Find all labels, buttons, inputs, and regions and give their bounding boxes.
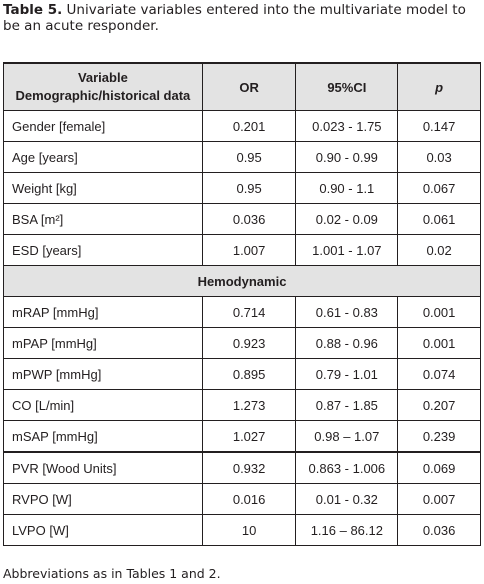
table-body: Gender [female] 0.201 0.023 - 1.75 0.147 Age…: [3, 110, 481, 546]
table-cell: 1.273: [201, 389, 297, 421]
table-row: BSA [m²] 0.036 0.02 - 0.09 0.061: [3, 203, 481, 235]
table-cell: 0.87 - 1.85: [295, 389, 399, 421]
table-cell: 0.02: [397, 234, 481, 266]
table-row: mPWP [mmHg] 0.895 0.79 - 1.01 0.074: [3, 358, 481, 390]
table-row: Gender [female] 0.201 0.023 - 1.75 0.147: [3, 110, 481, 142]
table-cell: 0.95: [201, 172, 297, 204]
table-cell: mPAP [mmHg]: [3, 327, 203, 359]
table-cell: mSAP [mmHg]: [3, 420, 203, 453]
caption: Table 5. Univariate variables entered in…: [3, 2, 481, 34]
table-cell: LVPO [W]: [3, 514, 203, 546]
table-cell: 0.90 - 1.1: [295, 172, 399, 204]
table-cell: 0.069: [397, 451, 481, 484]
table-row: ESD [years] 1.007 1.001 - 1.07 0.02: [3, 234, 481, 266]
table-cell: 1.007: [201, 234, 297, 266]
table-cell: 0.61 - 0.83: [295, 296, 399, 328]
table-cell: 0.147: [397, 110, 481, 142]
section-row: Hemodynamic: [3, 265, 481, 297]
table-cell: 0.863 - 1.006: [295, 451, 399, 484]
table-cell: 0.201: [201, 110, 297, 142]
section-title: Hemodynamic: [3, 265, 481, 297]
table-cell: Weight [kg]: [3, 172, 203, 204]
table-cell: 1.16 – 86.12: [295, 514, 399, 546]
caption-label: Table 5.: [3, 2, 63, 18]
table-cell: 0.714: [201, 296, 297, 328]
table-cell: 0.001: [397, 327, 481, 359]
table-cell: 0.90 - 0.99: [295, 141, 399, 173]
table-cell: 0.016: [201, 483, 297, 515]
table-cell: CO [L/min]: [3, 389, 203, 421]
table-cell: 1.001 - 1.07: [295, 234, 399, 266]
table-row: CO [L/min] 1.273 0.87 - 1.85 0.207: [3, 389, 481, 421]
table-cell: 0.98 – 1.07: [295, 420, 399, 453]
header-cell: Variable Demographic/historical data: [3, 62, 203, 111]
table-row: mRAP [mmHg] 0.714 0.61 - 0.83 0.001: [3, 296, 481, 328]
table-cell: 0.88 - 0.96: [295, 327, 399, 359]
table-row: PVR [Wood Units] 0.932 0.863 - 1.006 0.069: [3, 451, 481, 484]
header-text: Demographic/historical data: [15, 88, 191, 103]
table-cell: 0.95: [201, 141, 297, 173]
table-row: Age [years] 0.95 0.90 - 0.99 0.03: [3, 141, 481, 173]
header-cell: OR: [201, 62, 297, 111]
caption-text: Univariate variables entered into the mu…: [3, 2, 466, 34]
table-cell: RVPO [W]: [3, 483, 203, 515]
table-cell: 0.061: [397, 203, 481, 235]
table-cell: BSA [m²]: [3, 203, 203, 235]
table-cell: 0.023 - 1.75: [295, 110, 399, 142]
table-cell: 0.239: [397, 420, 481, 453]
table-cell: 0.036: [201, 203, 297, 235]
table-cell: Age [years]: [3, 141, 203, 173]
table-cell: 0.79 - 1.01: [295, 358, 399, 390]
header-cell: 95%CI: [295, 62, 399, 111]
header-row: Variable Demographic/historical data OR 9…: [3, 62, 481, 111]
header-text: p: [435, 79, 444, 95]
table-cell: mRAP [mmHg]: [3, 296, 203, 328]
table-cell: 0.207: [397, 389, 481, 421]
table-cell: 10: [201, 514, 297, 546]
table-row: LVPO [W] 10 1.16 – 86.12 0.036: [3, 514, 481, 546]
table-cell: 0.036: [397, 514, 481, 546]
table-cell: ESD [years]: [3, 234, 203, 266]
table-cell: 0.932: [201, 451, 297, 484]
table-cell: 0.03: [397, 141, 481, 173]
table-row: mSAP [mmHg] 1.027 0.98 – 1.07 0.239: [3, 420, 481, 453]
table-cell: 0.02 - 0.09: [295, 203, 399, 235]
footnote: Abbreviations as in Tables 1 and 2.: [3, 566, 221, 581]
header-cell: p: [397, 62, 481, 111]
table-cell: 0.01 - 0.32: [295, 483, 399, 515]
table-cell: 0.074: [397, 358, 481, 390]
header-text: Variable: [77, 70, 128, 85]
table-cell: 0.067: [397, 172, 481, 204]
table-cell: mPWP [mmHg]: [3, 358, 203, 390]
table-row: mPAP [mmHg] 0.923 0.88 - 0.96 0.001: [3, 327, 481, 359]
table-cell: PVR [Wood Units]: [3, 451, 203, 484]
table-cell: 0.007: [397, 483, 481, 515]
table-row: Weight [kg] 0.95 0.90 - 1.1 0.067: [3, 172, 481, 204]
table-cell: 0.923: [201, 327, 297, 359]
table-cell: Gender [female]: [3, 110, 203, 142]
table-cell: 0.895: [201, 358, 297, 390]
table-row: RVPO [W] 0.016 0.01 - 0.32 0.007: [3, 483, 481, 515]
table-cell: 0.001: [397, 296, 481, 328]
table-cell: 1.027: [201, 420, 297, 453]
table: Variable Demographic/historical data OR 9…: [3, 62, 481, 546]
